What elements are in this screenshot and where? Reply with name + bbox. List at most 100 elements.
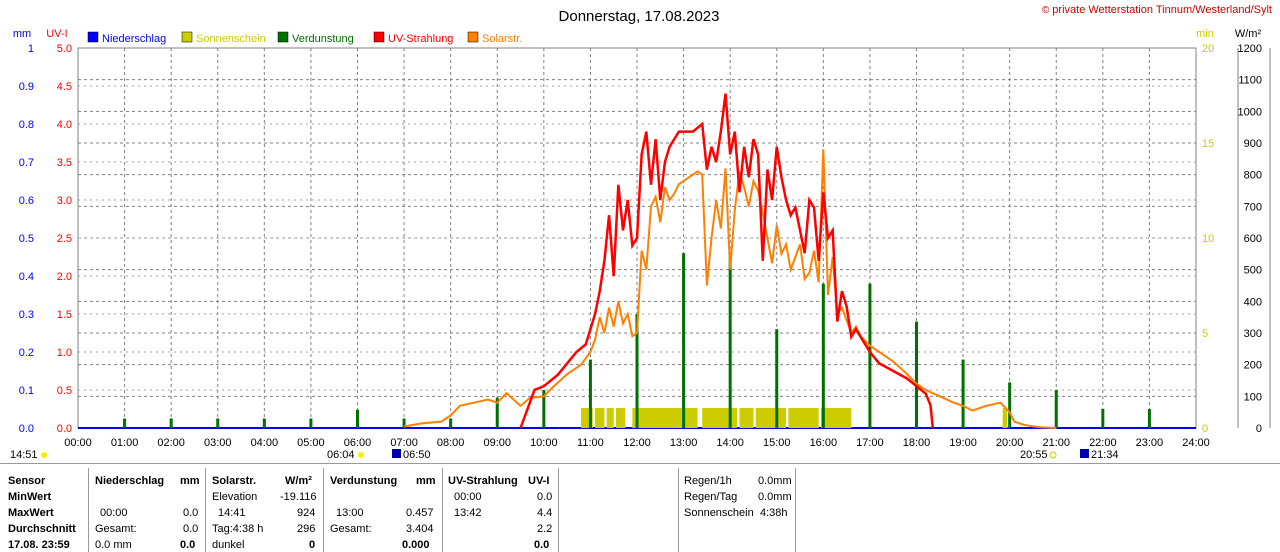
tick-mm: 0.6 xyxy=(19,195,34,207)
evaporation-bar xyxy=(961,359,965,428)
tick-wm2: 900 xyxy=(1244,138,1262,150)
stats-sensor-label: Sensor xyxy=(8,475,46,487)
stats-solar-max-val: 924 xyxy=(297,507,316,519)
sunshine-bar xyxy=(616,408,626,428)
tick-x: 20:00 xyxy=(996,437,1024,449)
tick-x: 15:00 xyxy=(763,437,791,449)
stats-uv-max-time: 13:42 xyxy=(454,507,482,519)
tick-x: 17:00 xyxy=(856,437,884,449)
evaporation-bar xyxy=(169,418,173,428)
evaporation-bar xyxy=(775,329,779,428)
tick-mm: 0.3 xyxy=(19,309,34,321)
tick-wm2: 1200 xyxy=(1238,43,1262,55)
tick-x: 10:00 xyxy=(530,437,558,449)
tick-uvi: 0.0 xyxy=(57,423,72,435)
axis-label-wm2: W/m² xyxy=(1235,28,1262,40)
tick-min: 10 xyxy=(1202,233,1214,245)
sunshine-bar xyxy=(702,408,738,428)
stats-niederschlag-avg-label: Gesamt: xyxy=(95,523,137,535)
legend-swatch xyxy=(373,31,385,43)
sunshine-bar xyxy=(821,408,852,428)
stats-niederschlag-last-val: 0.0 xyxy=(180,539,196,551)
stats-verdunstung-unit: mm xyxy=(416,475,436,487)
legend-label: Solarstr. xyxy=(482,33,522,45)
legend-swatch xyxy=(181,31,193,43)
tick-uvi: 0.5 xyxy=(57,385,72,397)
axis-label-min: min xyxy=(1196,28,1214,40)
tick-x: 02:00 xyxy=(157,437,185,449)
moonrise-icon xyxy=(392,449,401,458)
sunshine-bar xyxy=(581,408,593,428)
tick-wm2: 1000 xyxy=(1238,106,1262,118)
marker-sunset: 20:55 xyxy=(1020,449,1048,461)
tick-min: 15 xyxy=(1202,138,1214,150)
stats-col-sep xyxy=(442,468,443,552)
stats-col-sep xyxy=(795,468,796,552)
lines-layer xyxy=(403,93,1057,429)
evaporation-bar xyxy=(123,418,127,428)
tick-min: 5 xyxy=(1202,328,1208,340)
axis-label-mm: mm xyxy=(13,28,31,40)
stats-solar-avg-val: 296 xyxy=(297,523,316,535)
legend-label: UV-Strahlung xyxy=(388,33,453,45)
sunshine-bar xyxy=(606,408,614,428)
legend-label: Niederschlag xyxy=(102,33,166,45)
tick-x: 06:00 xyxy=(344,437,372,449)
sunshine-bar xyxy=(739,408,754,428)
tick-x: 24:00 xyxy=(1182,437,1210,449)
tick-uvi: 2.5 xyxy=(57,233,72,245)
evaporation-bar xyxy=(682,253,686,428)
stats-uv-min-time: 00:00 xyxy=(454,491,482,503)
stats-uv-avg-val: 2.2 xyxy=(537,523,553,535)
evaporation-bar xyxy=(449,418,453,428)
tick-wm2: 500 xyxy=(1244,265,1262,277)
stats-uv-min-val: 0.0 xyxy=(537,491,553,503)
tick-wm2: 700 xyxy=(1244,201,1262,213)
legend-label: Verdunstung xyxy=(292,33,354,45)
tick-x: 19:00 xyxy=(949,437,977,449)
tick-wm2: 100 xyxy=(1244,391,1262,403)
stats-avg-label: Durchschnitt xyxy=(8,523,76,535)
sunshine-bar xyxy=(595,408,605,428)
copyright-symbol: © xyxy=(1041,5,1050,16)
tick-uvi: 2.0 xyxy=(57,271,72,283)
tick-wm2: 300 xyxy=(1244,328,1262,340)
tick-mm: 0.2 xyxy=(19,347,34,359)
stats-regentag-label: Regen/Tag xyxy=(684,491,738,503)
stats-sonnenschein-label: Sonnenschein xyxy=(684,507,754,519)
credit-text: private Wetterstation Tinnum/Westerland/… xyxy=(1052,4,1272,16)
tick-mm: 0.9 xyxy=(19,81,34,93)
evaporation-bar xyxy=(1147,409,1151,428)
tick-wm2: 0 xyxy=(1256,423,1262,435)
stats-niederschlag-last: 0.0 mm xyxy=(95,539,132,551)
legend-swatch xyxy=(277,31,289,43)
bars-layer xyxy=(123,253,1151,428)
stats-solar-day-label: Tag:4:38 h xyxy=(212,523,264,535)
sunshine-bar xyxy=(632,408,698,428)
tick-uvi: 1.0 xyxy=(57,347,72,359)
tick-x: 04:00 xyxy=(251,437,279,449)
tick-x: 05:00 xyxy=(297,437,325,449)
sunrise-icon xyxy=(358,452,364,458)
tick-x: 21:00 xyxy=(1042,437,1070,449)
legend: Niederschlag Sonnenschein Verdunstung UV-St… xyxy=(87,31,522,45)
tick-uvi: 4.5 xyxy=(57,81,72,93)
evaporation-bar xyxy=(495,397,499,428)
stats-regen1h-label: Regen/1h xyxy=(684,475,732,487)
tick-wm2: 1100 xyxy=(1238,75,1262,87)
stats-solar-elevation-label: Elevation xyxy=(212,491,258,503)
tick-x: 12:00 xyxy=(623,437,651,449)
tick-x: 23:00 xyxy=(1136,437,1164,449)
chart-title: Donnerstag, 17.08.2023 xyxy=(559,8,720,25)
evaporation-bar xyxy=(216,418,220,428)
stats-col-sep xyxy=(678,468,679,552)
tick-wm2: 600 xyxy=(1244,233,1262,245)
stats-niederschlag-max-time: 00:00 xyxy=(100,507,128,519)
stats-solar-elevation-val: -19.116 xyxy=(280,491,317,503)
tick-x: 08:00 xyxy=(437,437,465,449)
stats-uv-last-val: 0.0 xyxy=(534,539,550,551)
stats-sonnenschein-val: 4:38h xyxy=(760,507,788,519)
evaporation-bar xyxy=(262,418,266,428)
stats-regen1h-val: 0.0mm xyxy=(758,475,792,487)
